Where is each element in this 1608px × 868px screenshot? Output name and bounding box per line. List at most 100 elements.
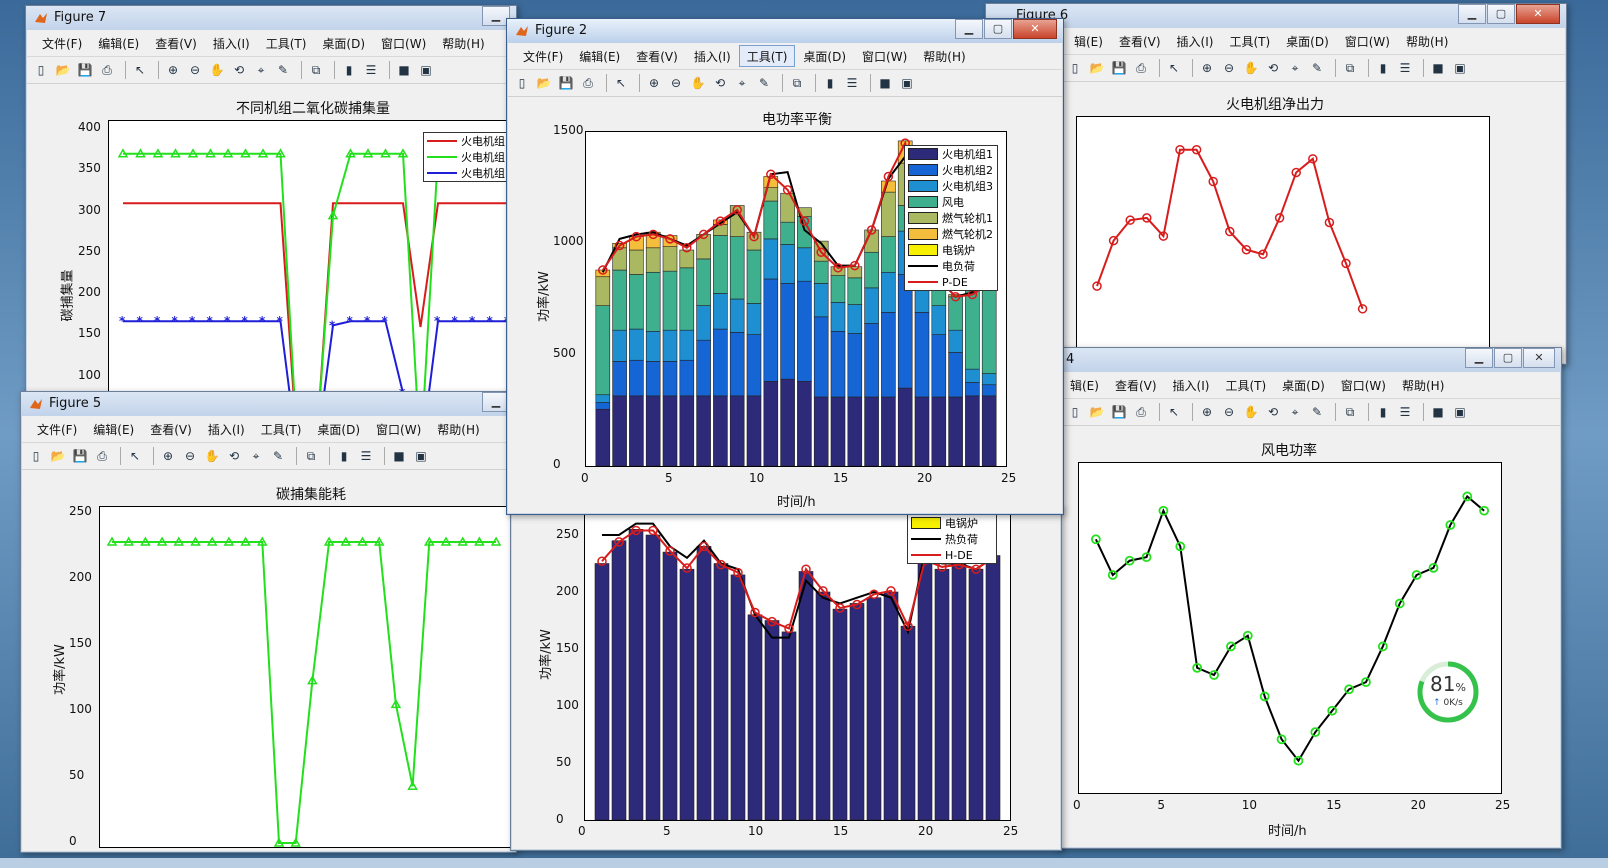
maximize-button[interactable]: ▢ <box>1494 348 1522 368</box>
title-bar[interactable]: Figure 6 ▁ ▢ ✕ <box>986 4 1566 28</box>
data-cursor-icon[interactable]: ⌖ <box>1291 404 1299 419</box>
new-file-icon[interactable]: ▯ <box>1071 405 1079 419</box>
menu-desktop[interactable]: 桌面(D) <box>317 423 361 437</box>
rotate-3d-icon[interactable]: ⟲ <box>1267 61 1279 75</box>
menu-window[interactable]: 窗口(W) <box>376 423 422 437</box>
menu-file[interactable]: 文件(F) <box>42 37 83 51</box>
zoom-out-icon[interactable]: ⊖ <box>189 63 201 77</box>
menu-desktop[interactable]: 桌面(D) <box>1282 379 1325 393</box>
figure5-window[interactable]: Figure 5 ▁ 文件(F) 编辑(E) 查看(V) 插入(I) 工具(T) 桌面(D… <box>20 391 517 853</box>
menu-window[interactable]: 窗口(W) <box>381 37 427 51</box>
menu-tools[interactable]: 工具(T) <box>260 423 302 437</box>
pan-hand-icon[interactable]: ✋ <box>1243 405 1259 419</box>
rotate-3d-icon[interactable]: ⟲ <box>233 63 245 77</box>
zoom-in-icon[interactable]: ⊕ <box>648 76 660 90</box>
open-folder-icon[interactable]: 📂 <box>55 63 71 77</box>
menu-insert[interactable]: 插入(I) <box>1172 379 1210 393</box>
zoom-in-icon[interactable]: ⊕ <box>1201 405 1213 419</box>
legend-icon[interactable]: ☰ <box>1399 61 1411 75</box>
close-button[interactable]: ✕ <box>1523 348 1555 368</box>
show-plot-tools-icon[interactable]: ▣ <box>901 76 913 90</box>
print-icon[interactable]: ⎙ <box>97 448 107 463</box>
save-icon[interactable]: 💾 <box>558 76 574 90</box>
menu-desktop[interactable]: 桌面(D) <box>803 50 847 64</box>
menu-view[interactable]: 查看(V) <box>155 37 197 51</box>
minimize-button[interactable]: ▁ <box>482 392 510 412</box>
zoom-out-icon[interactable]: ⊖ <box>670 76 682 90</box>
zoom-in-icon[interactable]: ⊕ <box>167 63 179 77</box>
menu-view[interactable]: 查看(V) <box>150 423 192 437</box>
brush-icon[interactable]: ✎ <box>277 63 289 77</box>
minimize-button[interactable]: ▁ <box>1458 4 1486 24</box>
new-file-icon[interactable]: ▯ <box>37 63 45 77</box>
pointer-icon[interactable]: ↖ <box>1168 61 1180 75</box>
data-cursor-icon[interactable]: ⌖ <box>1291 60 1299 75</box>
data-cursor-icon[interactable]: ⌖ <box>738 75 746 90</box>
pan-hand-icon[interactable]: ✋ <box>204 449 220 463</box>
new-file-icon[interactable]: ▯ <box>518 76 526 90</box>
legend-icon[interactable]: ☰ <box>846 76 858 90</box>
data-cursor-icon[interactable]: ⌖ <box>252 448 260 463</box>
menu-insert[interactable]: 插入(I) <box>1176 35 1214 49</box>
pan-hand-icon[interactable]: ✋ <box>690 76 706 90</box>
hide-plot-tools-icon[interactable]: ■ <box>393 449 405 463</box>
rotate-3d-icon[interactable]: ⟲ <box>1267 405 1279 419</box>
menu-tools[interactable]: 工具(T) <box>738 45 796 67</box>
menu-edit[interactable]: 编辑(E) <box>98 37 140 51</box>
zoom-in-icon[interactable]: ⊕ <box>162 449 174 463</box>
menu-file[interactable]: 文件(F) <box>523 50 564 64</box>
title-bar[interactable]: Figure 7 ▁ <box>26 6 516 30</box>
title-bar[interactable]: 4 ▁ ▢ ✕ <box>1056 348 1561 372</box>
open-folder-icon[interactable]: 📂 <box>1089 61 1105 75</box>
save-icon[interactable]: 💾 <box>1111 61 1127 75</box>
rotate-3d-icon[interactable]: ⟲ <box>228 449 240 463</box>
show-plot-tools-icon[interactable]: ▣ <box>415 449 427 463</box>
pointer-icon[interactable]: ↖ <box>1168 405 1180 419</box>
menu-window[interactable]: 窗口(W) <box>1340 379 1386 393</box>
hide-plot-tools-icon[interactable]: ■ <box>398 63 410 77</box>
save-icon[interactable]: 💾 <box>1111 405 1127 419</box>
pan-hand-icon[interactable]: ✋ <box>1243 61 1259 75</box>
legend-icon[interactable]: ☰ <box>1399 405 1411 419</box>
minimize-button[interactable]: ▁ <box>482 6 510 26</box>
figure6-window[interactable]: Figure 6 ▁ ▢ ✕ 辑(E) 查看(V) 插入(I) 工具(T) 桌面(D) 窗口(… <box>985 3 1567 365</box>
zoom-out-icon[interactable]: ⊖ <box>184 449 196 463</box>
maximize-button[interactable]: ▢ <box>984 19 1012 39</box>
brush-icon[interactable]: ✎ <box>272 449 284 463</box>
hide-plot-tools-icon[interactable]: ■ <box>1432 405 1444 419</box>
zoom-out-icon[interactable]: ⊖ <box>1223 405 1235 419</box>
save-icon[interactable]: 💾 <box>72 449 88 463</box>
menu-edit[interactable]: 编辑(E) <box>93 423 135 437</box>
menu-help[interactable]: 帮助(H) <box>1401 379 1445 393</box>
zoom-in-icon[interactable]: ⊕ <box>1201 61 1213 75</box>
menu-desktop[interactable]: 桌面(D) <box>322 37 366 51</box>
link-plot-icon[interactable]: ⧉ <box>306 448 316 463</box>
menu-help[interactable]: 帮助(H) <box>923 50 966 64</box>
pointer-icon[interactable]: ↖ <box>615 76 627 90</box>
brush-icon[interactable]: ✎ <box>758 76 770 90</box>
new-file-icon[interactable]: ▯ <box>32 449 40 463</box>
zoom-out-icon[interactable]: ⊖ <box>1223 61 1235 75</box>
menu-file[interactable]: 文件(F) <box>37 423 78 437</box>
link-plot-icon[interactable]: ⧉ <box>311 62 321 77</box>
hide-plot-tools-icon[interactable]: ■ <box>879 76 891 90</box>
menu-edit[interactable]: 辑(E) <box>1070 379 1099 393</box>
print-icon[interactable]: ⎙ <box>1136 404 1146 419</box>
save-icon[interactable]: 💾 <box>77 63 93 77</box>
colorbar-icon[interactable]: ▮ <box>1379 405 1387 419</box>
brush-icon[interactable]: ✎ <box>1311 405 1323 419</box>
print-icon[interactable]: ⎙ <box>102 62 112 77</box>
colorbar-icon[interactable]: ▮ <box>1379 61 1387 75</box>
legend-icon[interactable]: ☰ <box>360 449 372 463</box>
menu-view[interactable]: 查看(V) <box>1118 35 1161 49</box>
minimize-button[interactable]: ▁ <box>1465 348 1493 368</box>
pan-hand-icon[interactable]: ✋ <box>209 63 225 77</box>
data-cursor-icon[interactable]: ⌖ <box>257 62 265 77</box>
menu-edit[interactable]: 编辑(E) <box>579 50 621 64</box>
legend-icon[interactable]: ☰ <box>365 63 377 77</box>
close-button[interactable]: ✕ <box>1013 19 1057 39</box>
menu-desktop[interactable]: 桌面(D) <box>1286 35 1329 49</box>
figure7-window[interactable]: Figure 7 ▁ 文件(F) 编辑(E) 查看(V) 插入(I) 工具(T) 桌面(D… <box>25 5 517 397</box>
pointer-icon[interactable]: ↖ <box>129 449 141 463</box>
minimize-button[interactable]: ▁ <box>955 19 983 39</box>
